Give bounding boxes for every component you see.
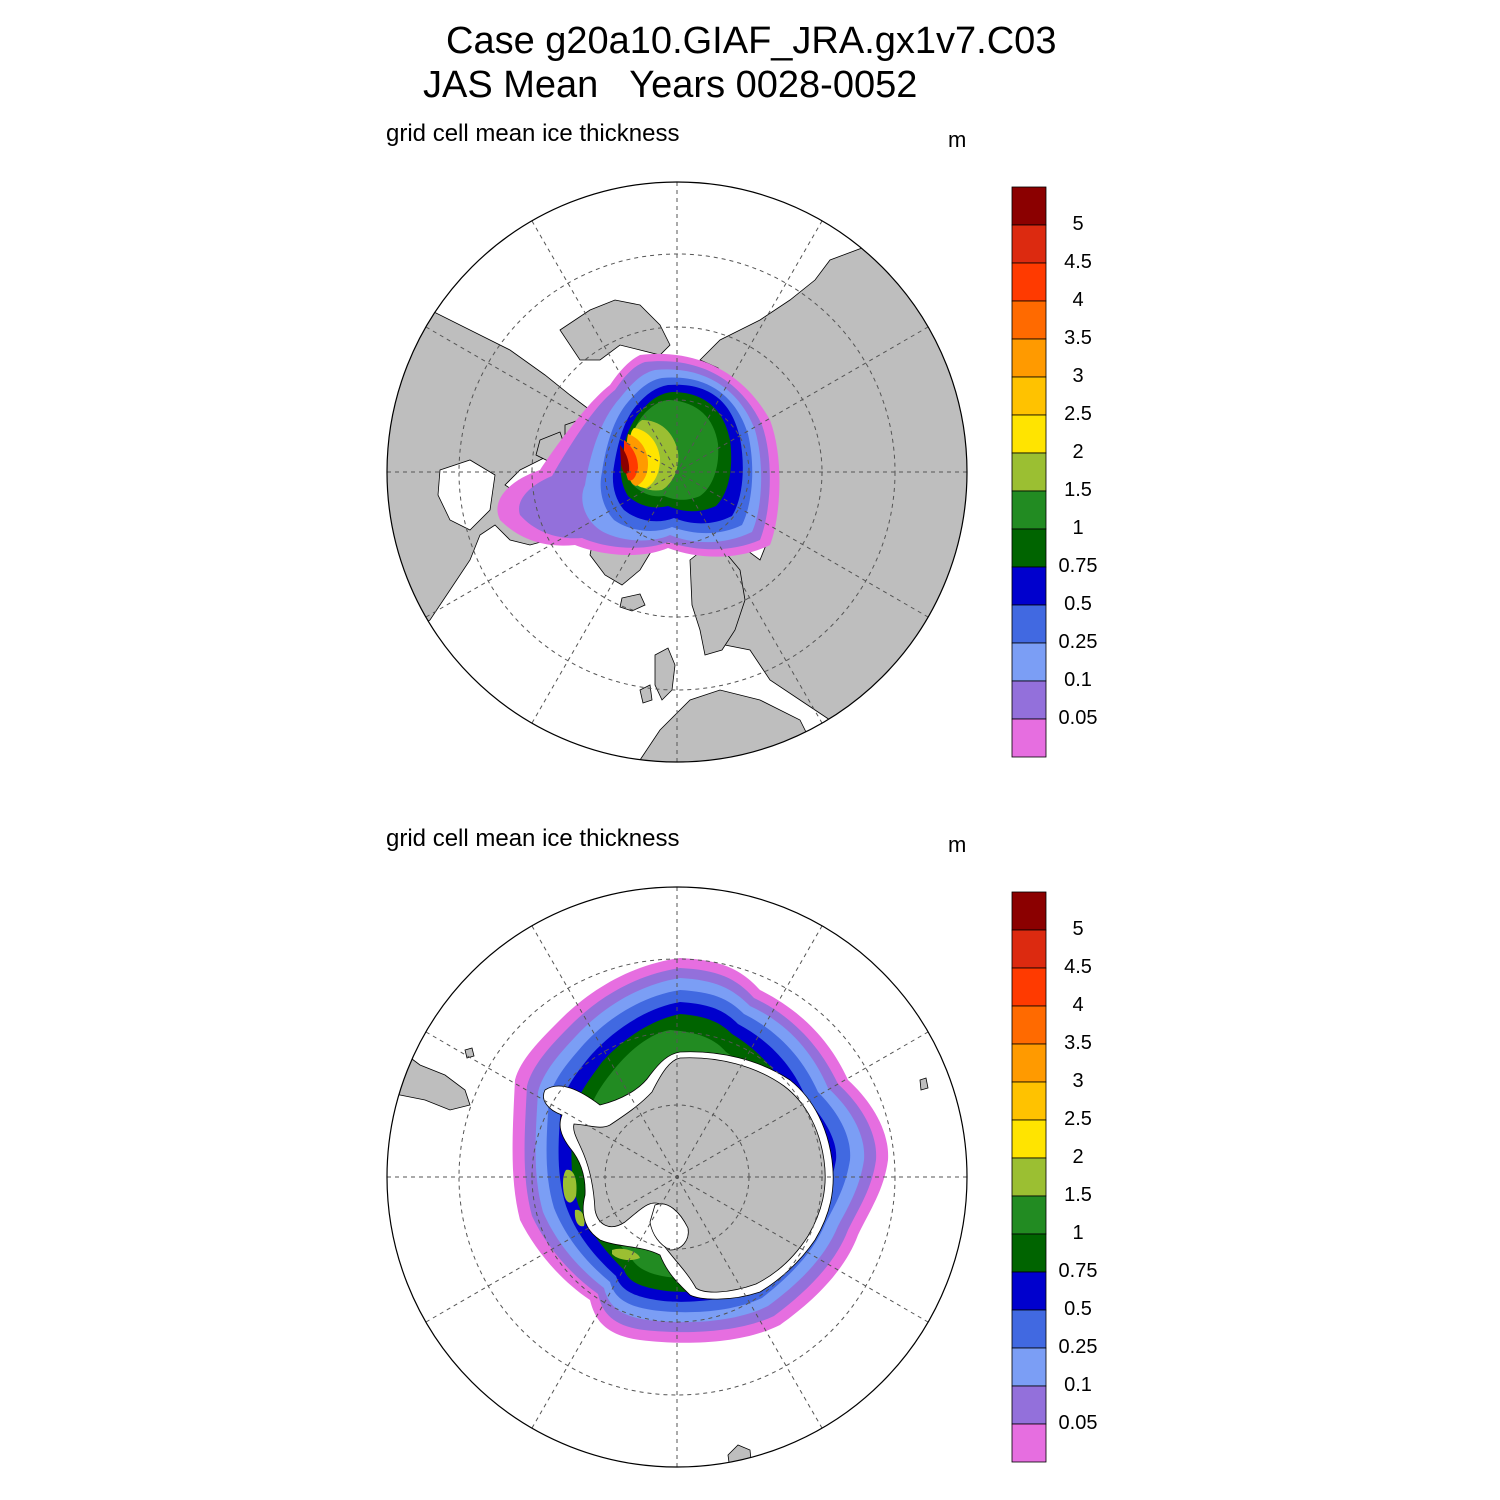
south-colorbar-swatch xyxy=(1011,1309,1047,1349)
north-panel-units-label: m xyxy=(948,127,967,152)
north-colorbar-tick-label: 1.5 xyxy=(1064,479,1092,501)
iceland xyxy=(619,593,646,612)
south-colorbar-swatch xyxy=(1011,1423,1047,1463)
south-colorbar-swatch xyxy=(1011,1233,1047,1273)
antarctica xyxy=(543,1051,834,1300)
south-colorbar-swatch xyxy=(1011,1157,1047,1197)
africa-tip xyxy=(919,1077,929,1091)
south-colorbar-tick-label: 3 xyxy=(1072,1070,1084,1092)
south-colorbar-swatch xyxy=(1011,1195,1047,1235)
south-colorbar-tick-label: 0.1 xyxy=(1064,1374,1092,1396)
south-ice-2 xyxy=(562,1169,577,1203)
north-colorbar-tick-label: 0.5 xyxy=(1064,593,1092,615)
south-colorbar-tick-label: 4.5 xyxy=(1064,956,1092,978)
south-colorbar-tick-label: 2.5 xyxy=(1064,1108,1092,1130)
north-colorbar-tick-label: 0.05 xyxy=(1058,707,1098,729)
north-polar-map xyxy=(386,181,968,763)
north-colorbar-tick-label: 4.5 xyxy=(1064,251,1092,273)
south-colorbar-swatch xyxy=(1011,1043,1047,1083)
south-panel-variable-label: grid cell mean ice thickness xyxy=(386,825,680,852)
south-map-border xyxy=(386,886,968,1468)
south-colorbar xyxy=(1011,891,1047,1463)
south-colorbar-swatch xyxy=(1011,891,1047,931)
south-colorbar-swatch xyxy=(1011,1119,1047,1159)
ross-ice-shelf xyxy=(649,1203,689,1251)
north-colorbar-swatch xyxy=(1011,452,1047,492)
north-colorbar-tick-label: 2.5 xyxy=(1064,403,1092,425)
colorbars xyxy=(1011,186,1047,1463)
north-colorbar-swatch xyxy=(1011,566,1047,606)
north-colorbar-swatch xyxy=(1011,376,1047,416)
hudson-bay xyxy=(437,459,496,531)
north-colorbar-tick-label: 3 xyxy=(1072,365,1084,387)
south-colorbar-swatch xyxy=(1011,1005,1047,1045)
south-colorbar-tick-label: 0.25 xyxy=(1058,1336,1098,1358)
south-panel-units-label: m xyxy=(948,832,967,857)
south-graticule xyxy=(387,887,967,1467)
south-colorbar-tick-label: 1.5 xyxy=(1064,1184,1092,1206)
south-colorbar-swatch xyxy=(1011,1081,1047,1121)
north-ice-5 xyxy=(620,445,630,474)
north-colorbar-swatch xyxy=(1011,642,1047,682)
south-colorbar-swatch xyxy=(1011,929,1047,969)
north-colorbar-swatch xyxy=(1011,528,1047,568)
north-colorbar-swatch xyxy=(1011,414,1047,454)
south-colorbar-tick-label: 0.05 xyxy=(1058,1412,1098,1434)
south-colorbar-tick-label: 5 xyxy=(1072,918,1084,940)
figure-title-line2: JAS Mean Years 0028-0052 xyxy=(423,64,918,106)
figure-title-line1: Case g20a10.GIAF_JRA.gx1v7.C03 xyxy=(446,20,1057,62)
north-colorbar-swatch xyxy=(1011,338,1047,378)
north-colorbar xyxy=(1011,186,1047,758)
south-colorbar-tick-label: 1 xyxy=(1072,1222,1084,1244)
north-colorbar-tick-label: 0.1 xyxy=(1064,669,1092,691)
south-colorbar-tick-label: 0.75 xyxy=(1058,1260,1098,1282)
south-colorbar-swatch xyxy=(1011,1271,1047,1311)
south-colorbar-tick-label: 0.5 xyxy=(1064,1298,1092,1320)
south-colorbar-swatch xyxy=(1011,1347,1047,1387)
chukotka-alaska xyxy=(559,299,671,361)
north-colorbar-tick-label: 5 xyxy=(1072,213,1084,235)
north-colorbar-swatch xyxy=(1011,680,1047,720)
north-colorbar-swatch xyxy=(1011,224,1047,264)
south-colorbar-tick-label: 3.5 xyxy=(1064,1032,1092,1054)
north-colorbar-swatch xyxy=(1011,490,1047,530)
south-colorbar-swatch xyxy=(1011,967,1047,1007)
north-colorbar-tick-label: 1 xyxy=(1072,517,1084,539)
south-colorbar-swatch xyxy=(1011,1385,1047,1425)
north-colorbar-tick-label: 2 xyxy=(1072,441,1084,463)
north-colorbar-tick-label: 0.25 xyxy=(1058,631,1098,653)
north-colorbar-swatch xyxy=(1011,186,1047,226)
north-map-border xyxy=(386,181,968,763)
south-colorbar-tick-label: 4 xyxy=(1072,994,1084,1016)
north-colorbar-tick-label: 4 xyxy=(1072,289,1084,311)
north-colorbar-tick-label: 0.75 xyxy=(1058,555,1098,577)
north-colorbar-swatch xyxy=(1011,300,1047,340)
north-panel-variable-label: grid cell mean ice thickness xyxy=(386,120,680,147)
south-colorbar-tick-label: 2 xyxy=(1072,1146,1084,1168)
south-polar-map xyxy=(386,886,968,1468)
north-colorbar-swatch xyxy=(1011,262,1047,302)
north-graticule xyxy=(387,182,967,762)
north-colorbar-swatch xyxy=(1011,718,1047,758)
north-colorbar-tick-label: 3.5 xyxy=(1064,327,1092,349)
north-colorbar-swatch xyxy=(1011,604,1047,644)
north-sea-ice xyxy=(497,353,780,557)
